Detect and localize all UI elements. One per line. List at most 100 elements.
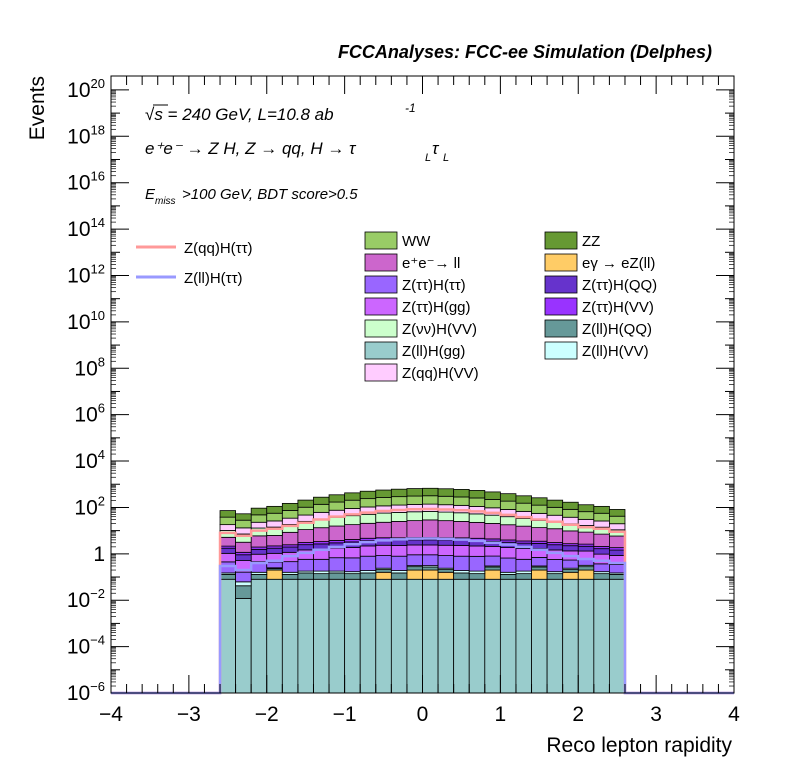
bar-eγ → eZ(ll)	[577, 569, 595, 580]
bar-e⁺e⁻→ ll	[390, 521, 408, 539]
bar-WW	[499, 500, 517, 510]
bar-Z(ll)H(gg)	[219, 578, 237, 694]
y-tick-label: 1018	[67, 122, 105, 148]
legend-swatch	[544, 231, 578, 250]
legend-label: WW	[402, 233, 431, 250]
bar-Z(ττ)H(ττ)	[297, 558, 314, 572]
bar-ZZ	[235, 513, 252, 521]
bar-WW	[235, 519, 252, 529]
bar-Z(ll)H(QQ)	[453, 572, 470, 580]
axes: −4 −3 −2 −1 0 1 2 3 4 10−6 10−4 10−2 1 102 104 106 108 10…	[67, 75, 740, 726]
bar-Z(ll)H(gg)	[344, 578, 361, 694]
bar-Z(ττ)H(QQ)	[313, 543, 330, 550]
y-tick-label: 1012	[67, 261, 105, 287]
bar-ZZ	[593, 505, 610, 514]
bar-Z(ττ)H(QQ)	[531, 543, 548, 549]
legend-swatch	[364, 231, 398, 250]
process-tau-2: τ	[432, 139, 440, 158]
cuts-annotation-subscript: miss	[155, 196, 176, 207]
bar-eγ → eZ(ll)	[422, 569, 439, 580]
legend-label: ZZ	[582, 233, 600, 250]
legend-swatch	[544, 341, 578, 360]
bar-Z(ττ)H(gg)	[437, 544, 455, 556]
bar-WW	[297, 506, 314, 516]
bar-ZZ	[219, 510, 237, 518]
bar-WW	[577, 511, 595, 520]
y-tick-label: 1016	[67, 169, 105, 195]
bar-ZZ	[390, 488, 408, 498]
bar-Z(ll)H(gg)	[406, 578, 423, 694]
bar-Z(qq)H(VV)	[266, 520, 283, 528]
bar-Z(ττ)H(QQ)	[577, 545, 595, 552]
bar-Z(ll)H(QQ)	[235, 585, 252, 599]
stack-bars	[219, 487, 626, 694]
bar-Z(ll)H(gg)	[250, 578, 268, 694]
x-tick-label: 0	[417, 703, 429, 726]
y-tick-label: 10−6	[67, 679, 105, 705]
y-tick-label: 1014	[67, 215, 105, 241]
legend-swatch	[364, 341, 398, 360]
bar-Z(ll)H(QQ)	[390, 572, 408, 580]
bar-Z(ll)H(gg)	[499, 578, 517, 694]
bar-Z(ττ)H(ττ)	[468, 555, 486, 572]
y-tick-label: 108	[74, 354, 105, 380]
bar-WW	[281, 510, 299, 519]
bar-Z(qq)H(VV)	[297, 514, 314, 522]
bar-Z(ττ)H(ττ)	[546, 559, 564, 573]
bar-e⁺e⁻→ ll	[375, 521, 392, 539]
bar-Z(ττ)H(QQ)	[281, 546, 299, 553]
bar-Z(ll)H(QQ)	[531, 566, 548, 571]
bar-ZZ	[577, 504, 595, 513]
legend-swatch	[364, 319, 398, 338]
bar-Z(ll)H(QQ)	[281, 573, 299, 580]
bar-Z(ττ)H(ττ)	[328, 557, 346, 572]
y-tick-label: 1010	[67, 308, 105, 334]
legend-label: eγ → eZ(ll)	[582, 255, 655, 272]
bar-Z(ll)H(QQ)	[375, 569, 392, 573]
bar-Z(ττ)H(ττ)	[344, 557, 361, 573]
bar-ZZ	[344, 492, 361, 501]
process-annotation: e⁺e⁻ → Z H, Z → qq, H → τ	[145, 139, 357, 158]
bar-Z(ττ)H(ττ)	[219, 561, 237, 574]
bar-Z(ττ)H(ττ)	[499, 557, 517, 573]
bar-e⁺e⁻→ ll	[313, 527, 330, 542]
bar-Z(ττ)H(QQ)	[266, 547, 283, 554]
bar-Z(ττ)H(QQ)	[390, 539, 408, 546]
bar-Z(ll)H(QQ)	[219, 573, 237, 580]
cuts-annotation: E	[145, 186, 156, 203]
bar-e⁺e⁻→ ll	[219, 536, 237, 547]
bar-Z(ll)H(QQ)	[515, 573, 532, 580]
bar-WW	[250, 514, 268, 523]
bar-Z(ττ)H(gg)	[328, 547, 346, 559]
bar-Z(ττ)H(ττ)	[235, 571, 252, 583]
bar-e⁺e⁻→ ll	[453, 521, 470, 539]
bar-Z(ll)H(gg)	[235, 597, 252, 694]
bar-ZZ	[297, 499, 314, 508]
bar-WW	[219, 516, 237, 526]
bar-Z(ll)H(gg)	[593, 578, 610, 694]
bar-e⁺e⁻→ ll	[577, 531, 595, 545]
legend-label: Z(qq)H(ττ)	[184, 240, 253, 257]
bar-ZZ	[437, 488, 455, 497]
bar-Z(νν)H(VV)	[437, 511, 455, 522]
cuts-annotation-rest: >100 GeV, BDT score>0.5	[182, 186, 358, 203]
bar-Z(ll)H(QQ)	[313, 573, 330, 580]
bar-Z(ττ)H(ττ)	[359, 555, 377, 571]
bar-ZZ	[406, 488, 423, 497]
bar-e⁺e⁻→ ll	[281, 531, 299, 546]
bar-Z(ττ)H(QQ)	[453, 539, 470, 546]
bar-Z(ττ)H(QQ)	[593, 548, 610, 555]
bar-WW	[453, 496, 470, 506]
bar-Z(ll)H(gg)	[484, 578, 501, 694]
bar-Z(ττ)H(ττ)	[453, 555, 470, 571]
bar-ZZ	[281, 502, 299, 511]
bar-e⁺e⁻→ ll	[593, 533, 610, 547]
bar-Z(ll)H(QQ)	[250, 573, 268, 580]
bar-Z(ττ)H(gg)	[484, 545, 501, 557]
bar-e⁺e⁻→ ll	[297, 529, 314, 543]
bar-Z(ll)H(gg)	[562, 578, 579, 694]
bar-Z(ττ)H(gg)	[250, 553, 268, 563]
bar-Z(ττ)H(ττ)	[281, 561, 299, 573]
bar-Z(ττ)H(ττ)	[609, 564, 626, 574]
bar-Z(qq)H(VV)	[593, 520, 610, 528]
